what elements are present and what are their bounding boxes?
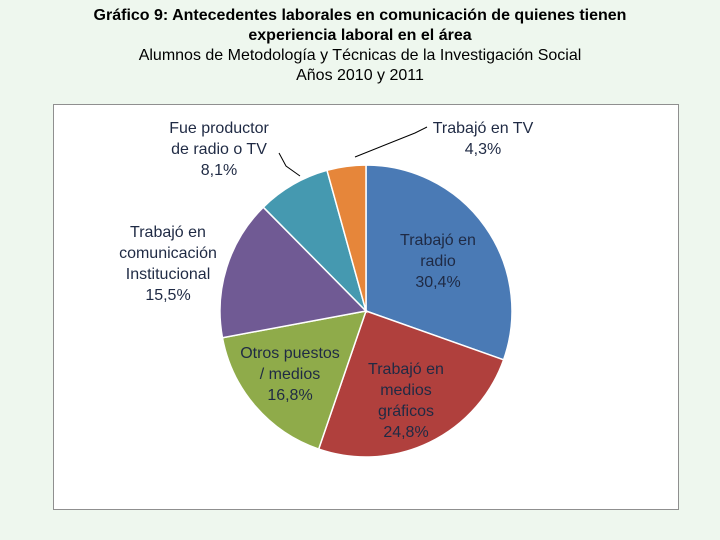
slice-value-label: 24,8% xyxy=(383,424,428,441)
slice-label-5: Fue productor de radio o TV 8,1% xyxy=(169,120,269,179)
slice-label-6: Trabajó en TV 4,3% xyxy=(433,120,534,158)
slice-label-1: Trabajó en radio 30,4% xyxy=(400,232,476,291)
pie-slice-4 xyxy=(219,206,368,339)
slice-label-3: Otros puestos / medios 16,8% xyxy=(240,345,340,404)
slice-name-label: Institucional xyxy=(126,266,211,283)
slice-name-label: Otros puestos xyxy=(240,345,340,362)
pie-slice-1 xyxy=(365,164,513,361)
slice-name-label: Trabajó en xyxy=(368,361,444,378)
slice-name-label: comunicación xyxy=(119,245,217,262)
slice-value-label: 4,3% xyxy=(465,141,501,158)
chart-title-line-1: Gráfico 9: Antecedentes laborales en com… xyxy=(93,7,627,24)
slice-value-label: 16,8% xyxy=(267,387,312,404)
slice-value-label: 15,5% xyxy=(145,287,190,304)
pie-slice-3 xyxy=(221,310,368,451)
slice-value-label: 8,1% xyxy=(201,162,237,179)
chart-subtitle-line-1: Alumnos de Metodología y Técnicas de la … xyxy=(138,47,582,64)
chart-title-block: Gráfico 9: Antecedentes laborales en com… xyxy=(0,6,720,86)
leader-line-5 xyxy=(278,152,301,177)
pie-slice-2 xyxy=(317,310,505,458)
pie-slice-6 xyxy=(326,164,367,312)
chart-subtitle-line-2: Años 2010 y 2011 xyxy=(296,67,424,84)
slice-name-label: radio xyxy=(420,253,456,270)
slice-name-label: / medios xyxy=(260,366,320,383)
chart-title-line-2: experiencia laboral en el área xyxy=(248,27,472,44)
slice-label-4: Trabajó en comunicación Institucional 15,5% xyxy=(119,224,217,304)
slice-name-label: Trabajó en TV xyxy=(433,120,534,137)
slice-name-label: Trabajó en xyxy=(400,232,476,249)
slice-name-label: Fue productor xyxy=(169,120,269,137)
slice-value-label: 30,4% xyxy=(415,274,460,291)
slice-name-label: medios xyxy=(380,382,432,399)
leader-line-6 xyxy=(354,126,428,158)
slice-label-2: Trabajó en medios gráficos 24,8% xyxy=(368,361,444,441)
pie-slices xyxy=(219,164,513,458)
slice-name-label: gráficos xyxy=(378,403,434,420)
slice-name-label: de radio o TV xyxy=(171,141,267,158)
slice-name-label: Trabajó en xyxy=(130,224,206,241)
